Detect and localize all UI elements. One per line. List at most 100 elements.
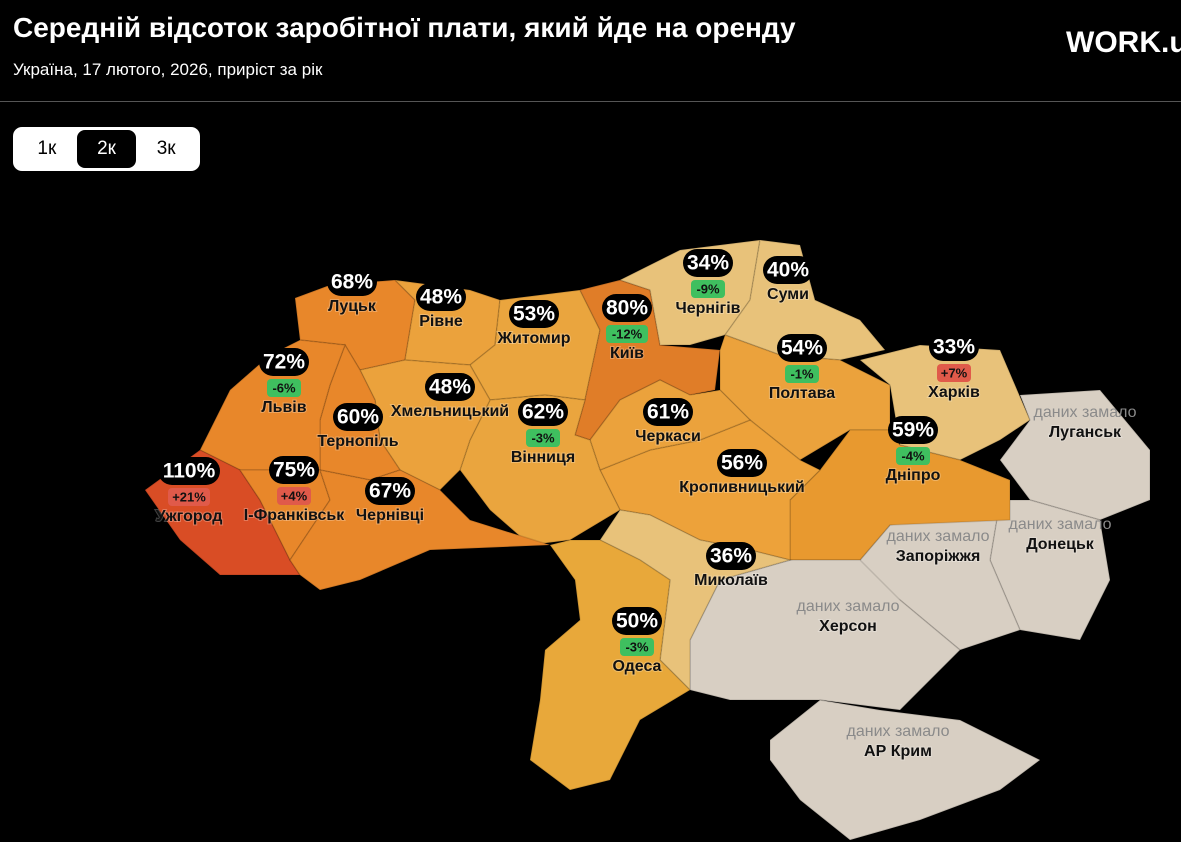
change-badge	[691, 280, 725, 298]
region-name: Хмельницький	[391, 403, 509, 420]
value-pill	[416, 283, 466, 311]
value-label: 34%	[687, 252, 729, 275]
change-badge	[606, 325, 648, 343]
subtitle: Україна, 17 лютого, 2026, приріст за рік	[13, 60, 323, 79]
no-data-note: даних замало	[887, 528, 990, 545]
no-data-note: даних замало	[797, 598, 900, 615]
value-pill	[717, 449, 767, 477]
tab[interactable]: 2к	[76, 130, 137, 168]
value-label: 36%	[710, 545, 752, 568]
region-name: Рівне	[419, 313, 463, 330]
region-name: Черкаси	[635, 428, 701, 445]
value-pill	[333, 403, 383, 431]
value-label: 59%	[892, 419, 934, 442]
no-data-note: даних замало	[847, 723, 950, 740]
region-name: Житомир	[497, 330, 571, 347]
region-name: Запоріжжя	[896, 548, 981, 565]
region-name: Тернопіль	[317, 433, 398, 450]
value-pill	[509, 300, 559, 328]
labels: 68% Луцьк 48% Рівне 53% Житомир 80% -12% Київ 34%…	[155, 249, 1137, 761]
region-name: Дніпро	[886, 467, 941, 484]
value-label: 61%	[647, 401, 689, 424]
value-pill	[777, 334, 827, 362]
value-label: 48%	[420, 286, 462, 309]
region-name: Чернігів	[676, 300, 741, 317]
change-label: +4%	[281, 488, 308, 503]
divider	[0, 101, 1181, 102]
change-label: +21%	[172, 489, 206, 504]
value-pill	[706, 542, 756, 570]
value-pill	[763, 256, 813, 284]
tab[interactable]: 3к	[156, 138, 176, 159]
region	[769, 699, 1042, 841]
value-pill	[602, 294, 652, 322]
change-badge	[168, 488, 210, 506]
value-pill	[365, 477, 415, 505]
value-pill	[612, 607, 662, 635]
value-label: 53%	[513, 303, 555, 326]
region-name: Полтава	[769, 385, 835, 402]
region	[999, 389, 1151, 521]
change-label: +7%	[941, 365, 968, 380]
value-pill	[518, 398, 568, 426]
tab[interactable]: 1к	[37, 138, 57, 159]
value-pill	[643, 398, 693, 426]
value-label: 67%	[369, 480, 411, 503]
no-data-note: даних замало	[1034, 404, 1137, 421]
region-name: АР Крим	[864, 743, 932, 760]
change-badge	[785, 365, 819, 383]
region	[289, 469, 551, 591]
change-badge	[937, 364, 971, 382]
region-name: Кропивницький	[679, 479, 805, 496]
region-name: Львів	[261, 399, 306, 416]
region-name: Луцьк	[328, 298, 377, 315]
region	[689, 559, 962, 711]
region-name: Суми	[767, 286, 809, 303]
value-label: 54%	[781, 337, 823, 360]
value-label: 72%	[263, 351, 305, 374]
value-label: 33%	[933, 336, 975, 359]
region-name: Чернівці	[356, 507, 424, 524]
value-pill	[327, 268, 377, 296]
change-label: -9%	[696, 281, 720, 296]
value-label: 60%	[337, 406, 379, 429]
value-label: 110%	[163, 460, 216, 483]
change-badge	[267, 379, 301, 397]
value-pill	[888, 416, 938, 444]
value-pill	[269, 456, 319, 484]
region-name: Харків	[928, 384, 980, 401]
region-name: Вінниця	[511, 449, 575, 466]
region	[529, 539, 692, 791]
value-pill	[683, 249, 733, 277]
value-pill	[425, 373, 475, 401]
region-name: І-Франківськ	[244, 507, 345, 524]
title: Середній відсоток заробітної плати, який…	[13, 12, 796, 43]
change-badge	[620, 638, 654, 656]
value-label: 80%	[606, 297, 648, 320]
change-badge	[896, 447, 930, 465]
tab-bar: 1к 2к 3к	[13, 127, 200, 171]
change-label: -3%	[531, 430, 555, 445]
change-badge	[277, 487, 311, 505]
region-name: Луганськ	[1049, 424, 1122, 441]
logo: WORK.ua	[1066, 26, 1181, 59]
region-name: Миколаїв	[694, 572, 768, 589]
region-name: Київ	[610, 345, 644, 362]
value-label: 68%	[331, 271, 373, 294]
value-pill	[158, 457, 220, 485]
change-label: -3%	[625, 639, 649, 654]
value-label: 75%	[273, 459, 315, 482]
change-label: -12%	[612, 326, 643, 341]
change-label: -4%	[901, 448, 925, 463]
value-label: 40%	[767, 259, 809, 282]
value-label: 62%	[522, 401, 564, 424]
change-badge	[526, 429, 560, 447]
no-data-note: даних замало	[1009, 516, 1112, 533]
region-name: Херсон	[819, 618, 877, 635]
region-name: Донецьк	[1026, 536, 1095, 553]
change-label: -1%	[790, 366, 814, 381]
region-name: Ужгород	[156, 508, 223, 525]
change-label: -6%	[272, 380, 296, 395]
